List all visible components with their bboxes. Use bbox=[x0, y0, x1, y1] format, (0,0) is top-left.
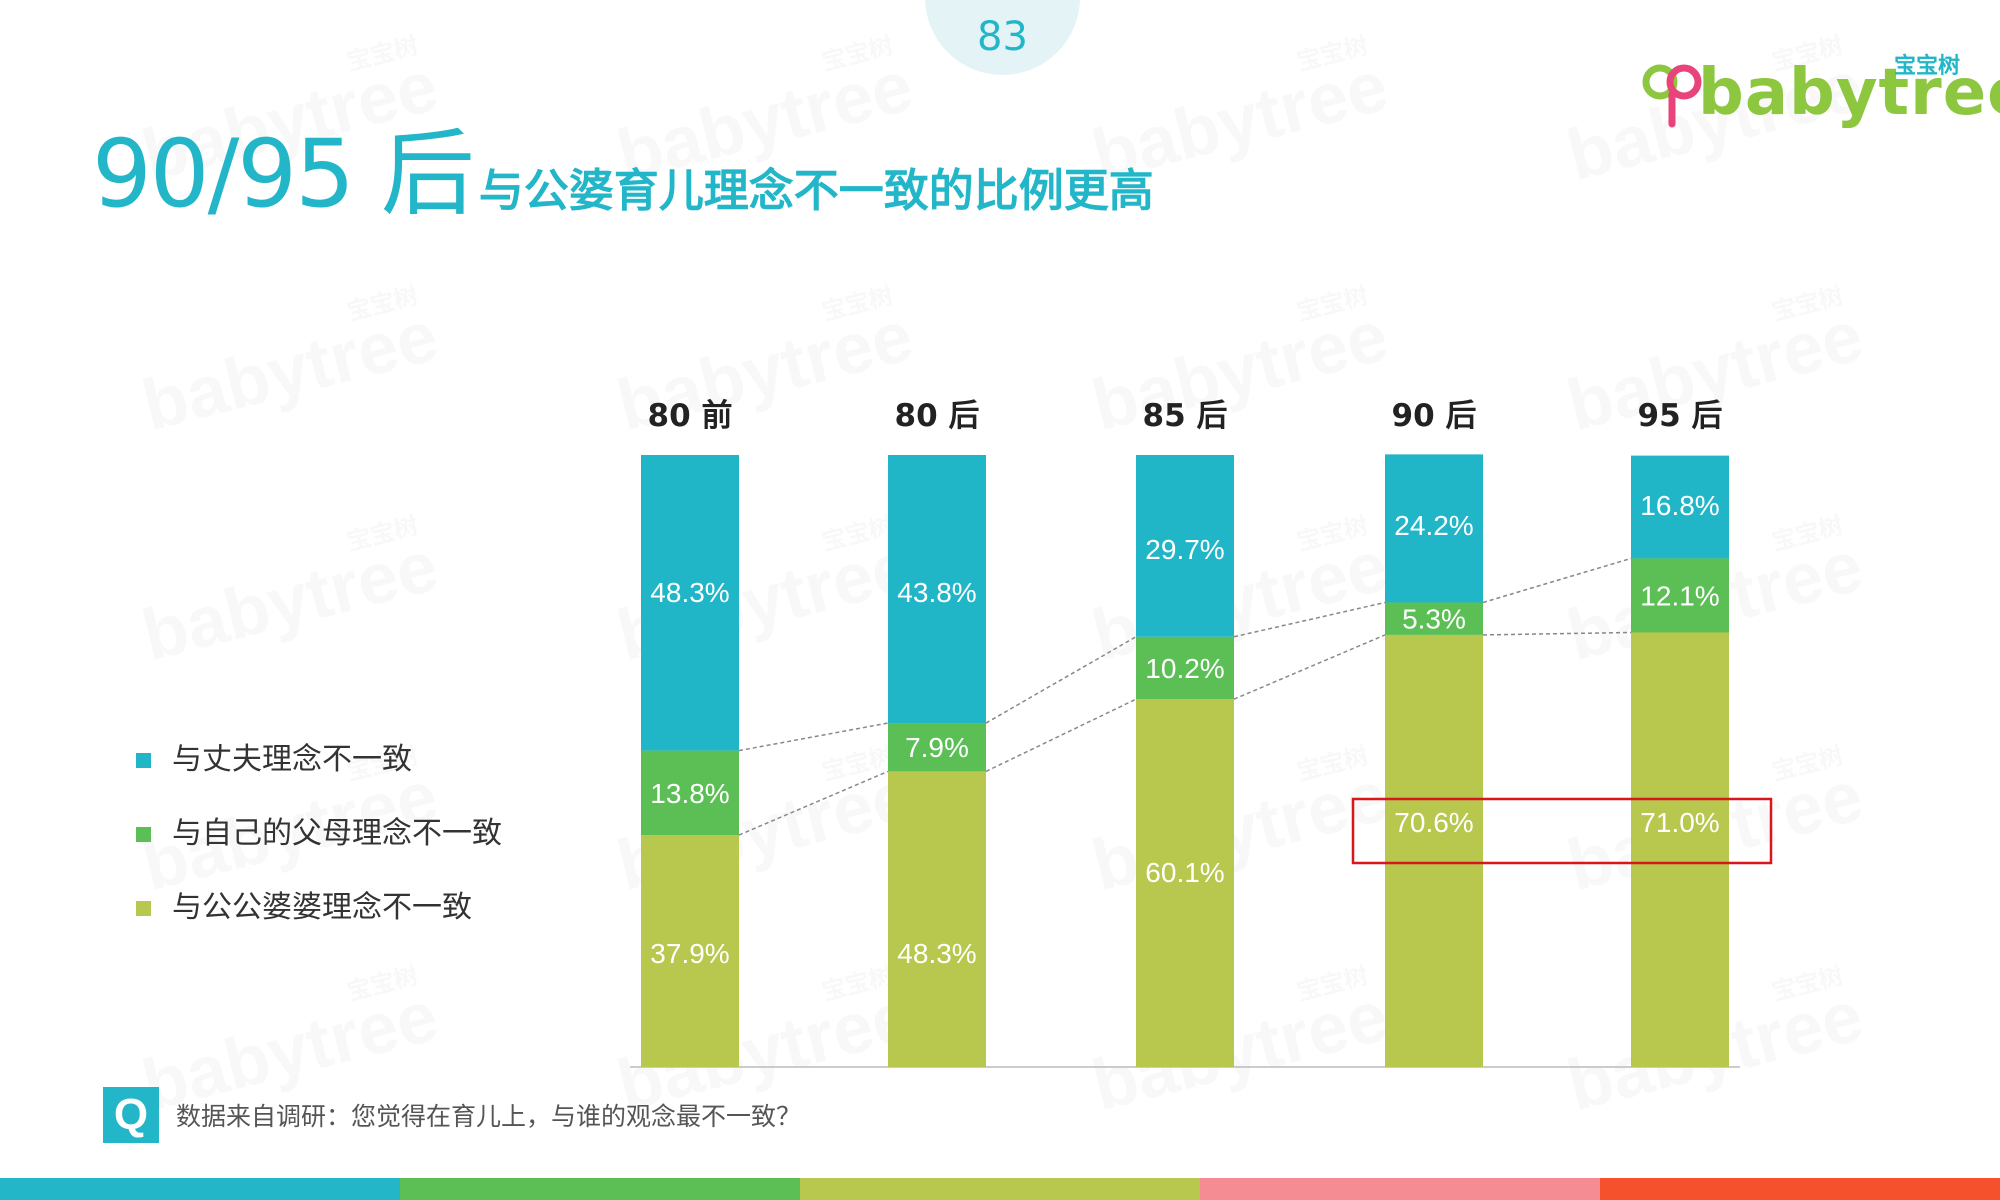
babytree-logo: babytree 宝宝树 bbox=[1640, 48, 2000, 130]
connector-line bbox=[985, 698, 1137, 773]
bar-segment bbox=[888, 771, 986, 1067]
category-label: 95 后 bbox=[1638, 398, 1723, 434]
legend-swatch bbox=[136, 753, 151, 768]
bar-segment bbox=[888, 455, 986, 724]
legend-label: 与丈夫理念不一致 bbox=[172, 742, 412, 777]
bottom-bar-segment bbox=[1200, 1178, 1600, 1200]
legend-swatch bbox=[136, 827, 151, 842]
legend-swatch bbox=[136, 901, 151, 916]
data-label: 37.9% bbox=[650, 938, 729, 969]
bar-segment bbox=[1136, 636, 1234, 700]
bottom-color-bar bbox=[0, 1178, 2000, 1200]
logo-mark-icon bbox=[1642, 64, 1702, 128]
bar-segment bbox=[1136, 699, 1234, 1067]
connector-line bbox=[738, 770, 889, 836]
bar-segment bbox=[1385, 454, 1483, 603]
connector-line bbox=[1233, 601, 1386, 638]
bar-segment bbox=[641, 835, 739, 1067]
data-label: 12.1% bbox=[1640, 580, 1719, 611]
bottom-bar-segment bbox=[1600, 1178, 2000, 1200]
data-label: 5.3% bbox=[1402, 604, 1466, 635]
bar-segment bbox=[1631, 632, 1729, 1067]
page-title: 90/95 后与公婆育儿理念不一致的比例更高 bbox=[92, 98, 1154, 234]
connector-line bbox=[1233, 634, 1386, 700]
bar-segment bbox=[641, 750, 739, 836]
connector-line bbox=[1482, 557, 1632, 604]
data-label: 48.3% bbox=[650, 577, 729, 608]
bar-segment bbox=[888, 723, 986, 772]
data-label: 29.7% bbox=[1145, 534, 1224, 565]
page-number: 83 bbox=[977, 14, 1028, 60]
connector-line bbox=[738, 722, 889, 752]
legend-label: 与自己的父母理念不一致 bbox=[172, 816, 502, 851]
data-label: 71.0% bbox=[1640, 807, 1719, 838]
bar-segment bbox=[1385, 634, 1483, 1067]
bottom-bar-segment bbox=[800, 1178, 1200, 1200]
logo-text-cn: 宝宝树 bbox=[1893, 54, 1960, 79]
data-label: 60.1% bbox=[1145, 857, 1224, 888]
question-icon: Q bbox=[103, 1087, 159, 1143]
data-label: 24.2% bbox=[1394, 510, 1473, 541]
connector-line bbox=[1482, 631, 1632, 636]
category-label: 80 前 bbox=[648, 398, 733, 434]
category-label: 90 后 bbox=[1392, 398, 1477, 434]
legend-label: 与公公婆婆理念不一致 bbox=[172, 890, 472, 925]
page-title-main: 90/95 后 bbox=[92, 120, 475, 229]
bar-segment bbox=[1631, 455, 1729, 559]
page-title-sub: 与公婆育儿理念不一致的比例更高 bbox=[478, 164, 1154, 217]
data-label: 7.9% bbox=[905, 732, 969, 763]
data-label: 13.8% bbox=[650, 778, 729, 809]
category-label: 85 后 bbox=[1143, 398, 1228, 434]
bar-segment bbox=[1385, 602, 1483, 635]
data-label: 43.8% bbox=[897, 577, 976, 608]
bar-segment bbox=[641, 455, 739, 751]
highlight-box bbox=[1351, 797, 1773, 865]
data-label: 10.2% bbox=[1145, 653, 1224, 684]
category-label: 80 后 bbox=[895, 398, 980, 434]
bottom-bar-segment bbox=[400, 1178, 800, 1200]
connector-line bbox=[985, 636, 1137, 724]
logo-text-en: babytree bbox=[1698, 56, 2000, 130]
data-label: 48.3% bbox=[897, 938, 976, 969]
data-label: 70.6% bbox=[1394, 807, 1473, 838]
bar-segment bbox=[1136, 455, 1234, 637]
question-text: 数据来自调研：您觉得在育儿上，与谁的观念最不一致？ bbox=[176, 1102, 802, 1131]
bar-segment bbox=[1631, 558, 1729, 633]
bottom-bar-segment bbox=[0, 1178, 400, 1200]
data-label: 16.8% bbox=[1640, 490, 1719, 521]
